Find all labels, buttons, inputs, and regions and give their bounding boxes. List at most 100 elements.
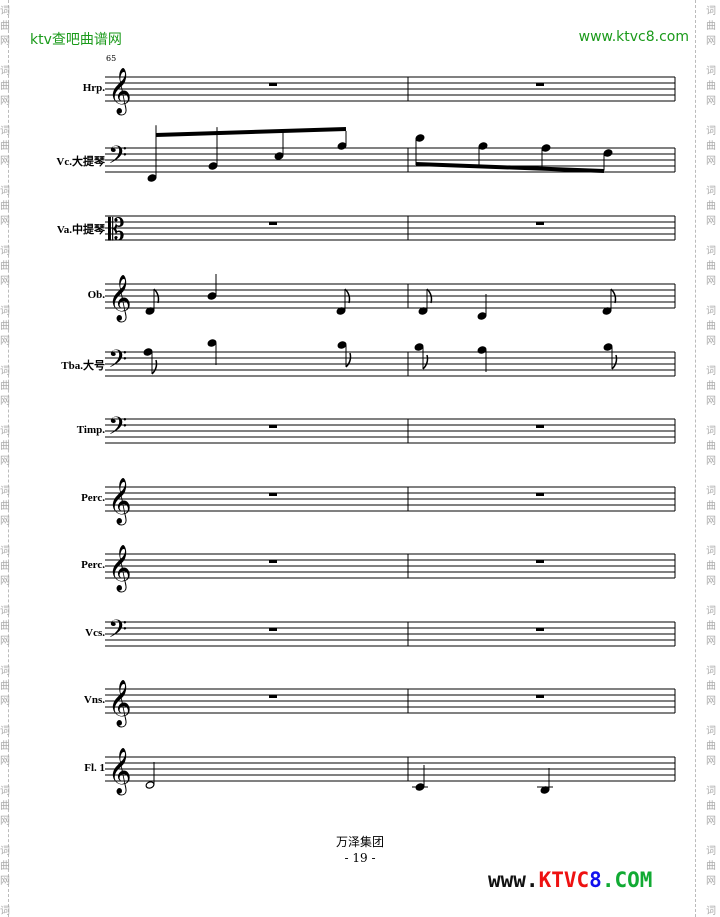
watermark-text: 词曲网 xyxy=(0,726,10,767)
note-head xyxy=(478,142,488,150)
whole-rest xyxy=(536,560,544,563)
watermark-text: 词曲网 xyxy=(0,306,10,347)
note-head xyxy=(541,144,551,152)
logo-www: www. xyxy=(488,868,539,892)
watermark-text: 词曲网 xyxy=(706,6,716,47)
note-head xyxy=(143,348,153,356)
instrument-label: Vc.大提琴 xyxy=(56,156,105,168)
instrument-label: Timp. xyxy=(76,424,105,436)
watermark-text: 词曲网 xyxy=(706,906,716,917)
treble-clef-icon: 𝄞 xyxy=(108,748,132,796)
instrument-label: Tba.大号 xyxy=(61,360,105,372)
watermark-text: 词曲网 xyxy=(706,306,716,347)
note-head xyxy=(207,292,217,300)
watermark-text: 词曲网 xyxy=(706,486,716,527)
whole-rest xyxy=(269,695,277,698)
watermark-text: 词曲网 xyxy=(0,606,10,647)
whole-rest xyxy=(269,560,277,563)
bass-clef-icon: 𝄢 xyxy=(108,345,127,380)
watermark-text: 词曲网 xyxy=(0,786,10,827)
whole-rest xyxy=(536,83,544,86)
note-head xyxy=(477,312,487,320)
watermark-text: 词曲网 xyxy=(0,546,10,587)
right-margin-line xyxy=(695,0,696,917)
treble-clef-icon: 𝄞 xyxy=(108,545,132,593)
watermark-text: 词曲网 xyxy=(706,126,716,167)
whole-rest xyxy=(536,695,544,698)
note-head xyxy=(208,162,218,170)
note-head xyxy=(337,341,347,349)
treble-clef-icon: 𝄞 xyxy=(108,68,132,116)
watermark-text: 词曲网 xyxy=(0,426,10,467)
site-url[interactable]: www.ktvc8.com xyxy=(578,29,689,45)
watermark-text: 词曲网 xyxy=(706,606,716,647)
note-head xyxy=(603,149,613,157)
note-flag xyxy=(153,288,160,304)
note-head xyxy=(415,134,425,142)
instrument-label: Vns. xyxy=(83,694,105,706)
logo-ktv: KTVC xyxy=(538,868,590,892)
whole-rest xyxy=(269,83,277,86)
site-logo[interactable]: www.KTVC8.COM xyxy=(488,868,652,892)
treble-clef-icon: 𝄞 xyxy=(108,275,132,323)
watermark-text: 词曲网 xyxy=(0,66,10,107)
instrument-label: Perc. xyxy=(81,559,105,571)
note-flag xyxy=(151,359,158,375)
instrument-label: Va.中提琴 xyxy=(56,224,105,236)
watermark-text: 词曲网 xyxy=(0,666,10,707)
whole-rest xyxy=(536,425,544,428)
watermark-text: 词曲网 xyxy=(706,666,716,707)
watermark-text: 词曲网 xyxy=(706,246,716,287)
watermark-text: 词曲网 xyxy=(706,846,716,887)
logo-8: 8 xyxy=(589,868,602,892)
watermark-text: 词曲网 xyxy=(0,906,10,917)
watermark-text: 词曲网 xyxy=(706,366,716,407)
note-head xyxy=(337,142,347,150)
note-head xyxy=(145,781,155,789)
bass-clef-icon: 𝄢 xyxy=(108,615,127,650)
treble-clef-icon: 𝄞 xyxy=(108,478,132,526)
whole-rest xyxy=(536,628,544,631)
note-head xyxy=(207,339,217,347)
beam xyxy=(155,127,347,137)
note-flag xyxy=(344,288,351,304)
measure-number: 65 xyxy=(106,54,117,63)
watermark-text: 词曲网 xyxy=(0,6,10,47)
logo-com: .COM xyxy=(601,868,653,892)
whole-rest xyxy=(536,222,544,225)
note-flag xyxy=(345,352,352,368)
whole-rest xyxy=(269,425,277,428)
watermark-text: 词曲网 xyxy=(706,66,716,107)
treble-clef-icon: 𝄞 xyxy=(108,680,132,728)
bass-clef-icon: 𝄢 xyxy=(108,141,127,176)
watermark-text: 词曲网 xyxy=(0,246,10,287)
left-margin-line xyxy=(8,0,9,917)
publisher: 万泽集团 xyxy=(335,835,384,849)
beam xyxy=(415,162,605,173)
watermark-text: 词曲网 xyxy=(706,726,716,767)
site-title[interactable]: ktv查吧曲谱网 xyxy=(30,32,122,48)
watermark-text: 词曲网 xyxy=(0,186,10,227)
watermark-text: 词曲网 xyxy=(706,426,716,467)
note-head xyxy=(477,346,487,354)
whole-rest xyxy=(536,493,544,496)
watermark-text: 词曲网 xyxy=(706,546,716,587)
page-number: - 19 - xyxy=(344,851,376,865)
watermark-text: 词曲网 xyxy=(0,366,10,407)
instrument-label: Perc. xyxy=(81,492,105,504)
note-head xyxy=(414,343,424,351)
note-flag xyxy=(611,354,618,370)
watermark-text: 词曲网 xyxy=(0,846,10,887)
instrument-label: Vcs. xyxy=(85,627,105,639)
instrument-label: Hrp. xyxy=(82,82,105,94)
watermark-text: 词曲网 xyxy=(706,186,716,227)
whole-rest xyxy=(269,493,277,496)
bass-clef-icon: 𝄢 xyxy=(108,412,127,447)
note-flag xyxy=(426,288,433,304)
note-flag xyxy=(422,354,429,370)
instrument-label: Fl. 1 xyxy=(84,762,105,774)
note-head xyxy=(147,174,157,182)
whole-rest xyxy=(269,222,277,225)
